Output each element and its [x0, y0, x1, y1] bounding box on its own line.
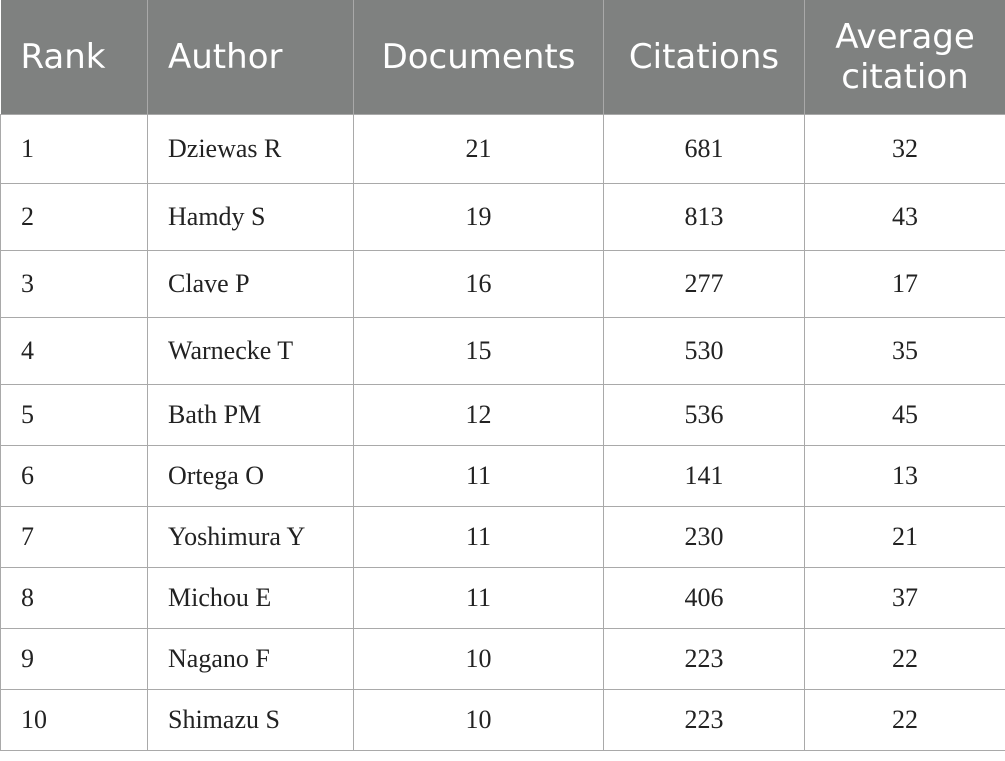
- cell-citations: 813: [603, 182, 805, 251]
- cell-average-citation: 45: [804, 383, 1005, 446]
- header-author: Author: [147, 0, 354, 115]
- cell-documents: 16: [353, 249, 604, 318]
- cell-average-citation: 37: [804, 566, 1005, 629]
- header-citations: Citations: [603, 0, 805, 115]
- cell-average-citation: 21: [804, 505, 1005, 568]
- cell-citations: 223: [603, 627, 805, 690]
- cell-average-citation: 22: [804, 627, 1005, 690]
- header-average-citation: Average citation: [804, 0, 1005, 115]
- cell-rank: 4: [0, 316, 148, 385]
- cell-average-citation: 32: [804, 113, 1005, 184]
- cell-documents: 10: [353, 627, 604, 690]
- cell-average-citation: 22: [804, 688, 1005, 751]
- table-row: 1 Dziewas R 21 681 32: [0, 113, 1005, 184]
- cell-documents: 11: [353, 505, 604, 568]
- table-body: 1 Dziewas R 21 681 32 2 Hamdy S 19 813 4…: [0, 113, 1005, 751]
- cell-documents: 12: [353, 383, 604, 446]
- cell-author: Dziewas R: [147, 113, 354, 184]
- cell-rank: 5: [0, 383, 148, 446]
- cell-average-citation: 43: [804, 182, 1005, 251]
- cell-author: Hamdy S: [147, 182, 354, 251]
- cell-author: Warnecke T: [147, 316, 354, 385]
- cell-citations: 230: [603, 505, 805, 568]
- cell-author: Bath PM: [147, 383, 354, 446]
- cell-citations: 141: [603, 444, 805, 507]
- cell-citations: 223: [603, 688, 805, 751]
- table-row: 5 Bath PM 12 536 45: [0, 383, 1005, 446]
- cell-average-citation: 35: [804, 316, 1005, 385]
- table-row: 4 Warnecke T 15 530 35: [0, 316, 1005, 385]
- table-row: 6 Ortega O 11 141 13: [0, 444, 1005, 507]
- cell-author: Yoshimura Y: [147, 505, 354, 568]
- cell-average-citation: 17: [804, 249, 1005, 318]
- cell-documents: 19: [353, 182, 604, 251]
- cell-citations: 536: [603, 383, 805, 446]
- cell-rank: 9: [0, 627, 148, 690]
- cell-author: Nagano F: [147, 627, 354, 690]
- cell-documents: 11: [353, 566, 604, 629]
- cell-documents: 15: [353, 316, 604, 385]
- table-header: Rank Author Documents Citations Average …: [0, 0, 1005, 115]
- cell-documents: 21: [353, 113, 604, 184]
- header-row: Rank Author Documents Citations Average …: [0, 0, 1005, 115]
- cell-rank: 2: [0, 182, 148, 251]
- cell-author: Michou E: [147, 566, 354, 629]
- header-rank: Rank: [0, 0, 148, 115]
- table-row: 9 Nagano F 10 223 22: [0, 627, 1005, 690]
- cell-rank: 6: [0, 444, 148, 507]
- cell-rank: 7: [0, 505, 148, 568]
- table-row: 3 Clave P 16 277 17: [0, 249, 1005, 318]
- cell-average-citation: 13: [804, 444, 1005, 507]
- cell-citations: 681: [603, 113, 805, 184]
- cell-rank: 8: [0, 566, 148, 629]
- cell-rank: 3: [0, 249, 148, 318]
- cell-documents: 11: [353, 444, 604, 507]
- cell-author: Ortega O: [147, 444, 354, 507]
- cell-author: Shimazu S: [147, 688, 354, 751]
- table-row: 2 Hamdy S 19 813 43: [0, 182, 1005, 251]
- table-row: 7 Yoshimura Y 11 230 21: [0, 505, 1005, 568]
- cell-citations: 530: [603, 316, 805, 385]
- table-row: 10 Shimazu S 10 223 22: [0, 688, 1005, 751]
- cell-author: Clave P: [147, 249, 354, 318]
- table-row: 8 Michou E 11 406 37: [0, 566, 1005, 629]
- cell-citations: 277: [603, 249, 805, 318]
- cell-citations: 406: [603, 566, 805, 629]
- cell-rank: 10: [0, 688, 148, 751]
- header-documents: Documents: [353, 0, 604, 115]
- cell-documents: 10: [353, 688, 604, 751]
- cell-rank: 1: [0, 113, 148, 184]
